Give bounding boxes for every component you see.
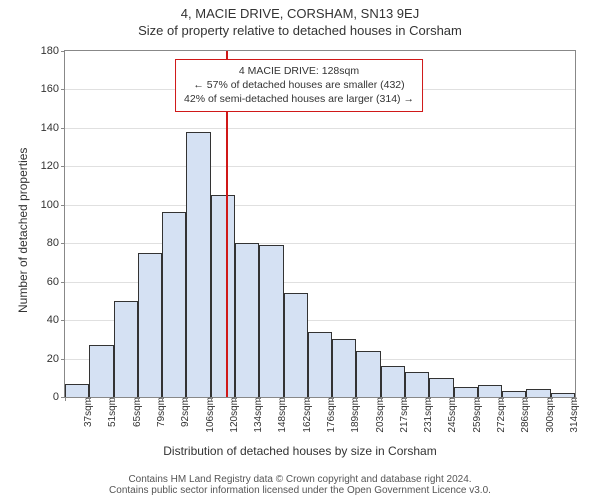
x-tick-mark: [284, 397, 285, 401]
histogram-bar: [478, 385, 502, 397]
histogram-bar: [138, 253, 162, 397]
x-tick-mark: [259, 397, 260, 401]
y-tick-mark: [61, 166, 65, 167]
x-tick-mark: [575, 397, 576, 401]
y-tick-mark: [61, 243, 65, 244]
y-tick-mark: [61, 320, 65, 321]
gridline-h: [65, 205, 575, 206]
x-tick-label: 148sqm: [275, 397, 288, 433]
x-tick-mark: [186, 397, 187, 401]
histogram-bar: [89, 345, 113, 397]
histogram-bar: [429, 378, 453, 397]
x-tick-mark: [138, 397, 139, 401]
x-tick-mark: [526, 397, 527, 401]
x-tick-mark: [356, 397, 357, 401]
y-tick-mark: [61, 128, 65, 129]
histogram-bar: [284, 293, 308, 397]
x-tick-label: 65sqm: [130, 397, 143, 427]
x-axis-label: Distribution of detached houses by size …: [0, 444, 600, 458]
x-tick-label: 231sqm: [421, 397, 434, 433]
x-tick-label: 120sqm: [227, 397, 240, 433]
x-tick-label: 79sqm: [154, 397, 167, 427]
x-tick-mark: [114, 397, 115, 401]
histogram-bar: [186, 132, 210, 397]
x-tick-mark: [235, 397, 236, 401]
histogram-bar: [308, 332, 332, 397]
chart-subtitle: Size of property relative to detached ho…: [0, 23, 600, 38]
x-tick-label: 259sqm: [470, 397, 483, 433]
y-tick-mark: [61, 89, 65, 90]
histogram-bar: [381, 366, 405, 397]
histogram-bar: [114, 301, 138, 397]
gridline-h: [65, 128, 575, 129]
callout-line: 4 MACIE DRIVE: 128sqm: [184, 64, 414, 78]
histogram-bar: [235, 243, 259, 397]
histogram-bar: [259, 245, 283, 397]
histogram-bar: [211, 195, 235, 397]
callout-line: ← 57% of detached houses are smaller (43…: [184, 78, 414, 92]
histogram-bar: [356, 351, 380, 397]
x-tick-label: 300sqm: [543, 397, 556, 433]
x-tick-label: 51sqm: [105, 397, 118, 427]
x-tick-label: 106sqm: [203, 397, 216, 433]
x-tick-label: 272sqm: [494, 397, 507, 433]
histogram-bar: [405, 372, 429, 397]
x-tick-label: 203sqm: [373, 397, 386, 433]
gridline-h: [65, 166, 575, 167]
histogram-bar: [332, 339, 356, 397]
histogram-bar: [454, 387, 478, 397]
histogram-bar: [162, 212, 186, 397]
y-tick-mark: [61, 359, 65, 360]
x-tick-label: 176sqm: [324, 397, 337, 433]
x-tick-label: 162sqm: [300, 397, 313, 433]
gridline-h: [65, 243, 575, 244]
footer-text: Contains HM Land Registry data © Crown c…: [0, 474, 600, 496]
x-tick-mark: [429, 397, 430, 401]
x-tick-label: 286sqm: [518, 397, 531, 433]
x-tick-mark: [405, 397, 406, 401]
x-tick-mark: [381, 397, 382, 401]
x-tick-mark: [551, 397, 552, 401]
y-tick-mark: [61, 282, 65, 283]
x-tick-mark: [454, 397, 455, 401]
x-tick-mark: [211, 397, 212, 401]
x-tick-label: 189sqm: [348, 397, 361, 433]
x-tick-mark: [162, 397, 163, 401]
x-tick-label: 134sqm: [251, 397, 264, 433]
histogram-bar: [526, 389, 550, 397]
x-tick-mark: [502, 397, 503, 401]
callout-line: 42% of semi-detached houses are larger (…: [184, 92, 414, 106]
x-tick-label: 92sqm: [178, 397, 191, 427]
x-tick-mark: [332, 397, 333, 401]
x-tick-mark: [65, 397, 66, 401]
histogram-bar: [65, 384, 89, 397]
plot-area: 02040608010012014016018037sqm51sqm65sqm7…: [64, 50, 576, 398]
x-tick-label: 217sqm: [397, 397, 410, 433]
x-tick-mark: [478, 397, 479, 401]
y-axis-label: Number of detached properties: [16, 148, 30, 313]
x-tick-mark: [89, 397, 90, 401]
footer-line-2: Contains public sector information licen…: [0, 485, 600, 496]
x-tick-label: 37sqm: [81, 397, 94, 427]
y-tick-mark: [61, 51, 65, 52]
callout-box: 4 MACIE DRIVE: 128sqm← 57% of detached h…: [175, 59, 423, 112]
footer-line-1: Contains HM Land Registry data © Crown c…: [0, 474, 600, 485]
chart-container: { "title": "4, MACIE DRIVE, CORSHAM, SN1…: [0, 0, 600, 500]
y-tick-mark: [61, 205, 65, 206]
x-tick-label: 245sqm: [445, 397, 458, 433]
chart-title: 4, MACIE DRIVE, CORSHAM, SN13 9EJ: [0, 6, 600, 21]
x-tick-label: 314sqm: [567, 397, 580, 433]
x-tick-mark: [308, 397, 309, 401]
